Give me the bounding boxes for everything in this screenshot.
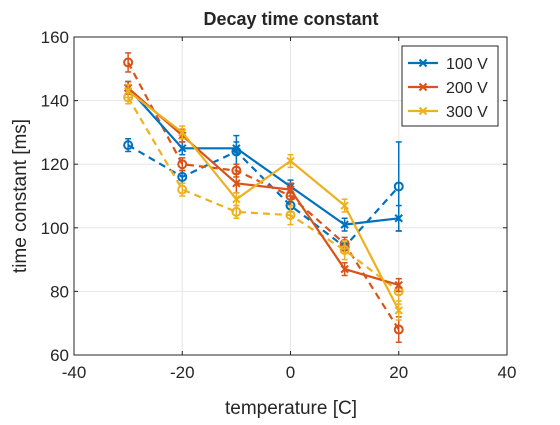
- marker-stroke: [418, 82, 428, 92]
- data-point: [231, 206, 242, 217]
- legend-item: 100 V: [408, 56, 488, 73]
- legend-label: 300 V: [446, 104, 488, 121]
- data-point: [394, 306, 403, 315]
- data-point: [123, 86, 133, 96]
- data-point: [177, 171, 188, 182]
- data-point: [123, 140, 134, 151]
- series-2: [123, 83, 403, 321]
- data-point: [394, 280, 403, 290]
- data-point: [393, 324, 404, 335]
- y-tick-label: 60: [50, 346, 69, 365]
- data-point: [285, 210, 296, 221]
- x-tick-label: -20: [170, 363, 195, 382]
- legend-marker: [418, 82, 428, 92]
- marker-stroke: [340, 201, 349, 210]
- marker-stroke: [394, 306, 403, 315]
- marker-stroke: [232, 194, 241, 204]
- marker-stroke: [232, 144, 241, 153]
- y-tick-label: 120: [41, 155, 69, 174]
- marker-stroke: [286, 185, 295, 194]
- legend: 100 V 200 V 300 V: [401, 45, 499, 127]
- marker-stroke: [340, 220, 349, 229]
- legend-label: 100 V: [446, 56, 488, 73]
- data-point: [177, 159, 188, 170]
- legend-item: 300 V: [408, 104, 488, 121]
- chart-title: Decay time constant: [203, 9, 378, 29]
- y-axis-label: time constant [ms]: [10, 119, 31, 273]
- axes-layer: -40 -20 0 20 40 60 80 100 120 140 160: [41, 28, 517, 382]
- series-line: [127, 61, 400, 331]
- marker-stroke: [394, 280, 403, 290]
- series-line: [127, 87, 400, 287]
- data-point: [232, 194, 241, 204]
- marker-stroke: [286, 156, 295, 166]
- data-point: [394, 214, 403, 223]
- legend-label: 200 V: [446, 80, 488, 97]
- data-point: [177, 184, 188, 195]
- x-tick-label: -40: [62, 363, 87, 382]
- marker-stroke: [178, 144, 187, 153]
- legend-marker: [418, 106, 428, 116]
- y-tick-label: 140: [41, 92, 69, 111]
- legend-item: 200 V: [408, 80, 488, 97]
- data-point: [178, 144, 187, 153]
- data-point: [232, 179, 241, 188]
- data-point: [339, 245, 350, 256]
- marker-stroke: [394, 214, 403, 223]
- data-point: [393, 181, 404, 192]
- error-bar: [341, 239, 348, 261]
- x-axis-label: temperature [C]: [225, 398, 357, 419]
- data-point: [340, 201, 349, 210]
- marker-stroke: [418, 106, 428, 116]
- legend-marker: [418, 58, 428, 68]
- error-bar: [287, 204, 294, 226]
- x-tick-label: 0: [286, 363, 295, 382]
- marker-stroke: [178, 128, 187, 137]
- data-point: [286, 185, 295, 194]
- x-tick-label: 20: [389, 363, 408, 382]
- series-layer: [123, 52, 404, 344]
- x-tick-label: 40: [498, 363, 517, 382]
- marker-stroke: [232, 179, 241, 188]
- data-point: [178, 128, 187, 137]
- y-tick-label: 160: [41, 28, 69, 47]
- data-point: [340, 220, 349, 229]
- y-tick-label: 80: [50, 282, 69, 301]
- marker-stroke: [340, 264, 349, 274]
- data-point: [123, 57, 134, 68]
- series-line: [127, 96, 400, 293]
- data-point: [340, 264, 349, 274]
- data-point: [232, 144, 241, 153]
- series-line: [127, 144, 400, 248]
- error-bar: [125, 52, 132, 73]
- data-point: [286, 156, 295, 166]
- marker-stroke: [123, 86, 133, 96]
- marker-stroke: [418, 58, 428, 68]
- y-tick-label: 100: [41, 219, 69, 238]
- series-line: [127, 90, 400, 312]
